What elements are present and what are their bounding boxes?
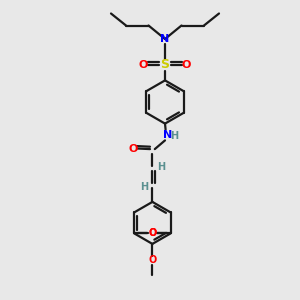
Text: S: S: [160, 58, 169, 71]
Text: O: O: [139, 59, 148, 70]
Text: H: H: [170, 130, 178, 141]
Text: H: H: [157, 162, 166, 172]
Text: O: O: [128, 143, 138, 154]
Text: O: O: [148, 228, 156, 239]
Text: O: O: [148, 255, 157, 266]
Text: H: H: [140, 182, 148, 192]
Text: N: N: [160, 34, 169, 44]
Text: O: O: [182, 59, 191, 70]
Text: N: N: [163, 130, 172, 140]
Text: O: O: [148, 228, 157, 239]
